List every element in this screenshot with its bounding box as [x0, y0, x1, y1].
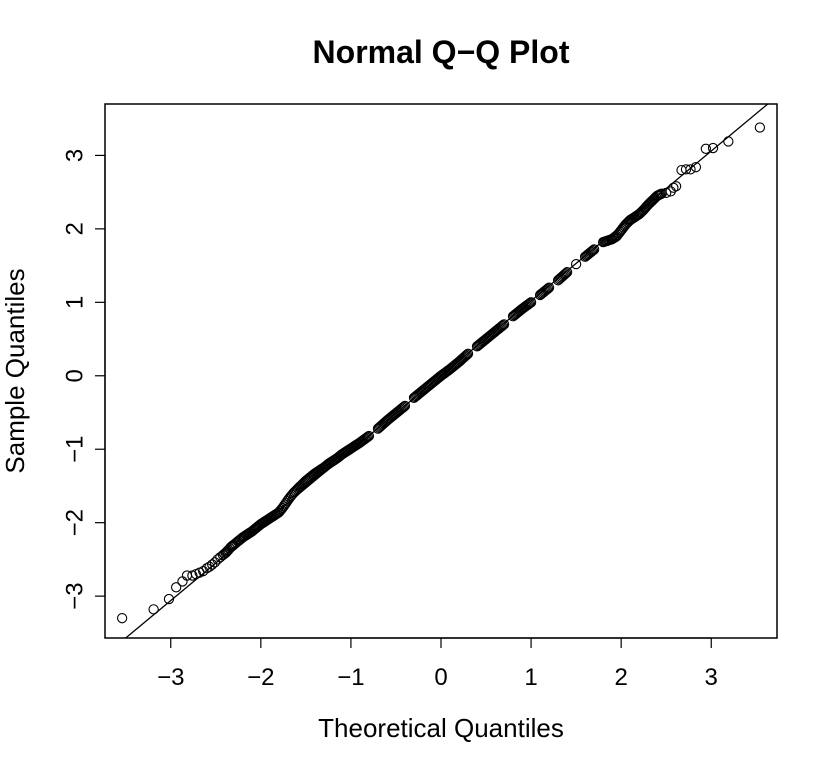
data-point: [462, 348, 474, 359]
x-tick-label: 1: [524, 664, 537, 691]
data-point: [363, 430, 375, 442]
data-point: [497, 320, 509, 331]
plot-area: [116, 104, 769, 638]
data-point: [171, 582, 182, 593]
data-point: [560, 268, 572, 279]
data-point: [398, 401, 409, 412]
data-point: [399, 400, 411, 412]
data-point: [148, 604, 159, 615]
data-point: [670, 181, 682, 192]
data-point: [587, 245, 599, 256]
data-point: [665, 186, 676, 197]
x-tick-label: −3: [157, 664, 184, 691]
y-tick-label: 1: [62, 296, 89, 309]
data-point: [361, 432, 372, 443]
data-point: [277, 502, 288, 514]
data-point: [685, 164, 696, 175]
data-point: [201, 563, 212, 574]
data-point: [163, 593, 175, 605]
data-point: [541, 284, 552, 295]
data-point: [280, 497, 292, 508]
data-point: [207, 559, 218, 570]
data-point: [561, 267, 573, 278]
data-point: [588, 244, 600, 255]
data-point: [559, 269, 571, 280]
data-point: [360, 433, 371, 444]
data-point: [279, 499, 291, 510]
data-point: [396, 403, 407, 414]
data-point: [690, 162, 702, 173]
data-point: [540, 285, 551, 296]
data-point: [460, 350, 471, 361]
data-point: [181, 570, 193, 581]
data-point: [209, 557, 221, 568]
chart-title: Normal Q−Q Plot: [313, 34, 570, 70]
x-tick-label: 3: [705, 664, 718, 691]
data-point: [586, 246, 598, 257]
data-point: [668, 182, 679, 193]
data-point: [700, 143, 711, 154]
data-point: [495, 321, 506, 333]
data-point: [525, 297, 537, 308]
y-tick-label: 2: [62, 222, 89, 235]
data-point: [278, 501, 289, 512]
data-point: [522, 299, 533, 310]
y-tick-label: −2: [62, 509, 89, 536]
data-point: [707, 142, 719, 154]
data-point: [585, 247, 596, 258]
y-tick-label: 3: [62, 149, 89, 162]
data-point: [661, 187, 672, 199]
y-axis: −3 −2 −1 0 1 2 3: [62, 149, 106, 610]
x-tick-label: 2: [614, 664, 627, 691]
y-axis-label: Sample Quantiles: [0, 268, 30, 473]
data-point: [524, 297, 536, 309]
data-point: [680, 164, 692, 175]
data-point: [397, 402, 408, 413]
sample-points: [116, 122, 766, 624]
data-point: [116, 613, 128, 624]
y-tick-label: 0: [62, 369, 89, 382]
data-point: [570, 258, 582, 270]
data-point: [523, 298, 534, 310]
x-axis-label: Theoretical Quantiles: [318, 713, 564, 743]
x-axis: −3 −2 −1 0 1 2 3: [157, 637, 718, 691]
data-point: [723, 136, 734, 147]
x-tick-label: −1: [337, 664, 364, 691]
data-point: [542, 283, 554, 294]
data-point: [459, 351, 470, 362]
data-point: [496, 321, 507, 332]
data-point: [558, 270, 569, 281]
data-point: [461, 349, 473, 360]
data-point: [177, 576, 188, 587]
x-tick-label: 0: [434, 664, 447, 691]
x-tick-label: −2: [247, 664, 274, 691]
data-point: [362, 431, 373, 442]
data-point: [543, 282, 555, 293]
data-point: [754, 122, 766, 133]
data-point: [498, 319, 510, 330]
y-tick-label: −1: [62, 436, 89, 463]
y-tick-label: −3: [62, 582, 89, 609]
